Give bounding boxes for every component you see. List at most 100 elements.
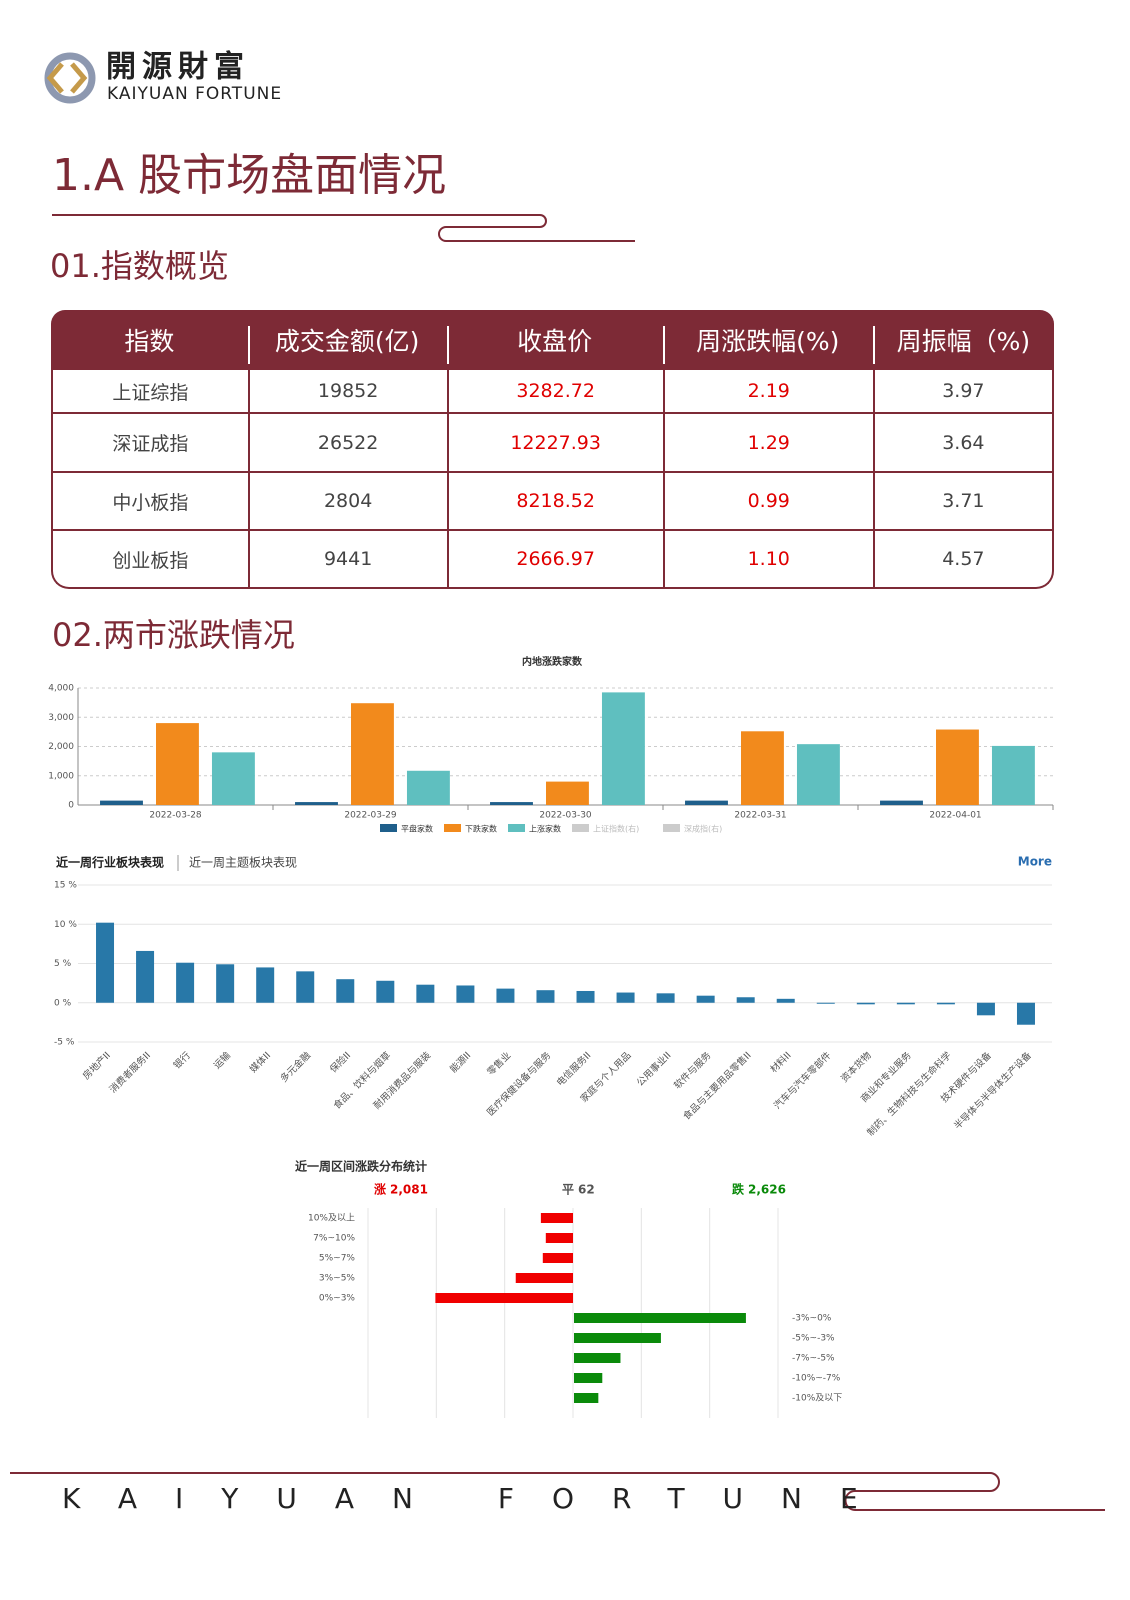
table-cell: 3.64 (872, 414, 1054, 473)
section-title: 01.指数概览 (50, 247, 229, 285)
table-cell: 2666.97 (446, 531, 663, 589)
bar (576, 990, 595, 1003)
column-header: 成交金额(亿) (247, 310, 447, 370)
bar (776, 998, 795, 1003)
bar (936, 729, 979, 805)
bar (574, 1373, 603, 1383)
table-cell: 2804 (247, 473, 447, 531)
bar (136, 950, 155, 1003)
bar (96, 922, 115, 1003)
table-cell: 深证成指 (51, 414, 248, 473)
chart-title: 近一周区间涨跌分布统计 (295, 1159, 427, 1174)
bar (546, 781, 589, 805)
y-tick-label: 2,000 (48, 742, 74, 752)
bar (1016, 1002, 1035, 1025)
bar (351, 703, 394, 805)
y-tick-label: -5 % (54, 1038, 75, 1048)
bar (456, 985, 475, 1003)
x-tick-label: 房地产II (80, 1049, 113, 1082)
logo-mark (46, 62, 88, 94)
legend-swatch (572, 824, 589, 832)
table-cell: 上证综指 (51, 370, 248, 414)
table-cell: 9441 (247, 531, 447, 589)
table-cell: 1.29 (662, 414, 873, 473)
bar (574, 1333, 661, 1343)
x-tick-label: 软件与服务 (671, 1049, 713, 1091)
total-name: 涨 (374, 1182, 386, 1197)
bar (100, 800, 143, 805)
bar (936, 1002, 955, 1005)
bar (496, 988, 515, 1003)
bar (656, 993, 675, 1003)
x-tick-label: 医疗保健设备与服务 (484, 1049, 553, 1118)
y-tick-label: 3,000 (48, 713, 74, 723)
table-row: 深证成指 26522 12227.93 1.29 3.64 (51, 414, 1054, 473)
x-tick-label: 媒体II (247, 1049, 273, 1075)
tab: 近一周行业板块表现 (56, 855, 164, 870)
table-cell: 3282.72 (446, 370, 663, 414)
legend-swatch (444, 824, 461, 832)
footer-line (10, 1472, 1105, 1511)
row-label: -3%~0% (792, 1314, 832, 1324)
bar (736, 997, 755, 1003)
row-label: 7%~10% (313, 1234, 355, 1244)
bar (574, 1353, 621, 1363)
legend-label: 深成指(右) (684, 824, 722, 834)
table-cell: 1.10 (662, 531, 873, 589)
legend-swatch (508, 824, 525, 832)
section-title: 02.两市涨跌情况 (52, 616, 295, 654)
table-cell: 3.97 (872, 370, 1054, 414)
x-tick-label: 保险II (327, 1049, 353, 1075)
index-table: 指数 成交金额(亿) 收盘价 周涨跌幅(%) 周振幅（%) 上证综指 19852 3282.7… (51, 310, 1054, 589)
bar (616, 992, 635, 1003)
bar (976, 1002, 995, 1016)
bar (896, 1002, 915, 1005)
table-cell: 19852 (247, 370, 447, 414)
total-name: 平 (562, 1183, 574, 1197)
x-tick-label: 运输 (211, 1049, 233, 1071)
bar (601, 692, 645, 805)
y-tick-label: 0 % (54, 998, 72, 1008)
more-link[interactable]: More (1018, 855, 1052, 869)
bar (216, 964, 235, 1003)
bar (416, 984, 435, 1003)
legend-label: 上证指数(右) (593, 824, 639, 834)
bar (211, 752, 255, 805)
column-header: 收盘价 (446, 310, 663, 370)
table-row: 创业板指 9441 2666.97 1.10 4.57 (51, 531, 1054, 589)
row-label: 5%~7% (319, 1254, 356, 1264)
logo-en: KAIYUAN FORTUNE (107, 84, 282, 104)
bar (336, 979, 355, 1003)
bar (796, 744, 840, 805)
x-tick-label: 零售业 (485, 1049, 514, 1078)
row-label: -7%~-5% (792, 1354, 835, 1364)
bar (295, 802, 338, 805)
total-name: 跌 (732, 1182, 745, 1197)
chart-title: 内地涨跌家数 (522, 655, 583, 668)
table-cell: 26522 (247, 414, 447, 473)
x-tick-label: 制药、生物科技与生命科学 (865, 1049, 954, 1138)
legend-label: 上涨家数 (529, 824, 561, 834)
row-label: -5%~-3% (792, 1334, 835, 1344)
x-tick-label: 食品与主要用品零售II (681, 1049, 754, 1122)
footer-text: KAIYUAN FORTUNE (62, 1482, 896, 1515)
title-underline (52, 214, 635, 242)
x-tick-label: 材料II (768, 1049, 794, 1075)
bar (515, 1273, 573, 1283)
bar (176, 962, 195, 1003)
x-tick-label: 2022-03-28 (149, 811, 202, 821)
total-value: 2,081 (390, 1183, 428, 1197)
legend-label: 下跌家数 (465, 824, 497, 834)
bar (880, 800, 923, 805)
row-label: 0%~3% (319, 1294, 356, 1304)
row-label: 10%及以上 (308, 1213, 355, 1224)
legend-swatch (663, 824, 680, 832)
table-cell: 2.19 (662, 370, 873, 414)
bar (545, 1233, 573, 1243)
bar (741, 731, 784, 805)
table-row: 中小板指 2804 8218.52 0.99 3.71 (51, 473, 1054, 531)
table-cell: 创业板指 (51, 531, 248, 589)
row-label: 3%~5% (319, 1274, 356, 1284)
row-label: -10%~-7% (792, 1374, 841, 1384)
x-tick-label: 公用事业II (634, 1049, 673, 1088)
